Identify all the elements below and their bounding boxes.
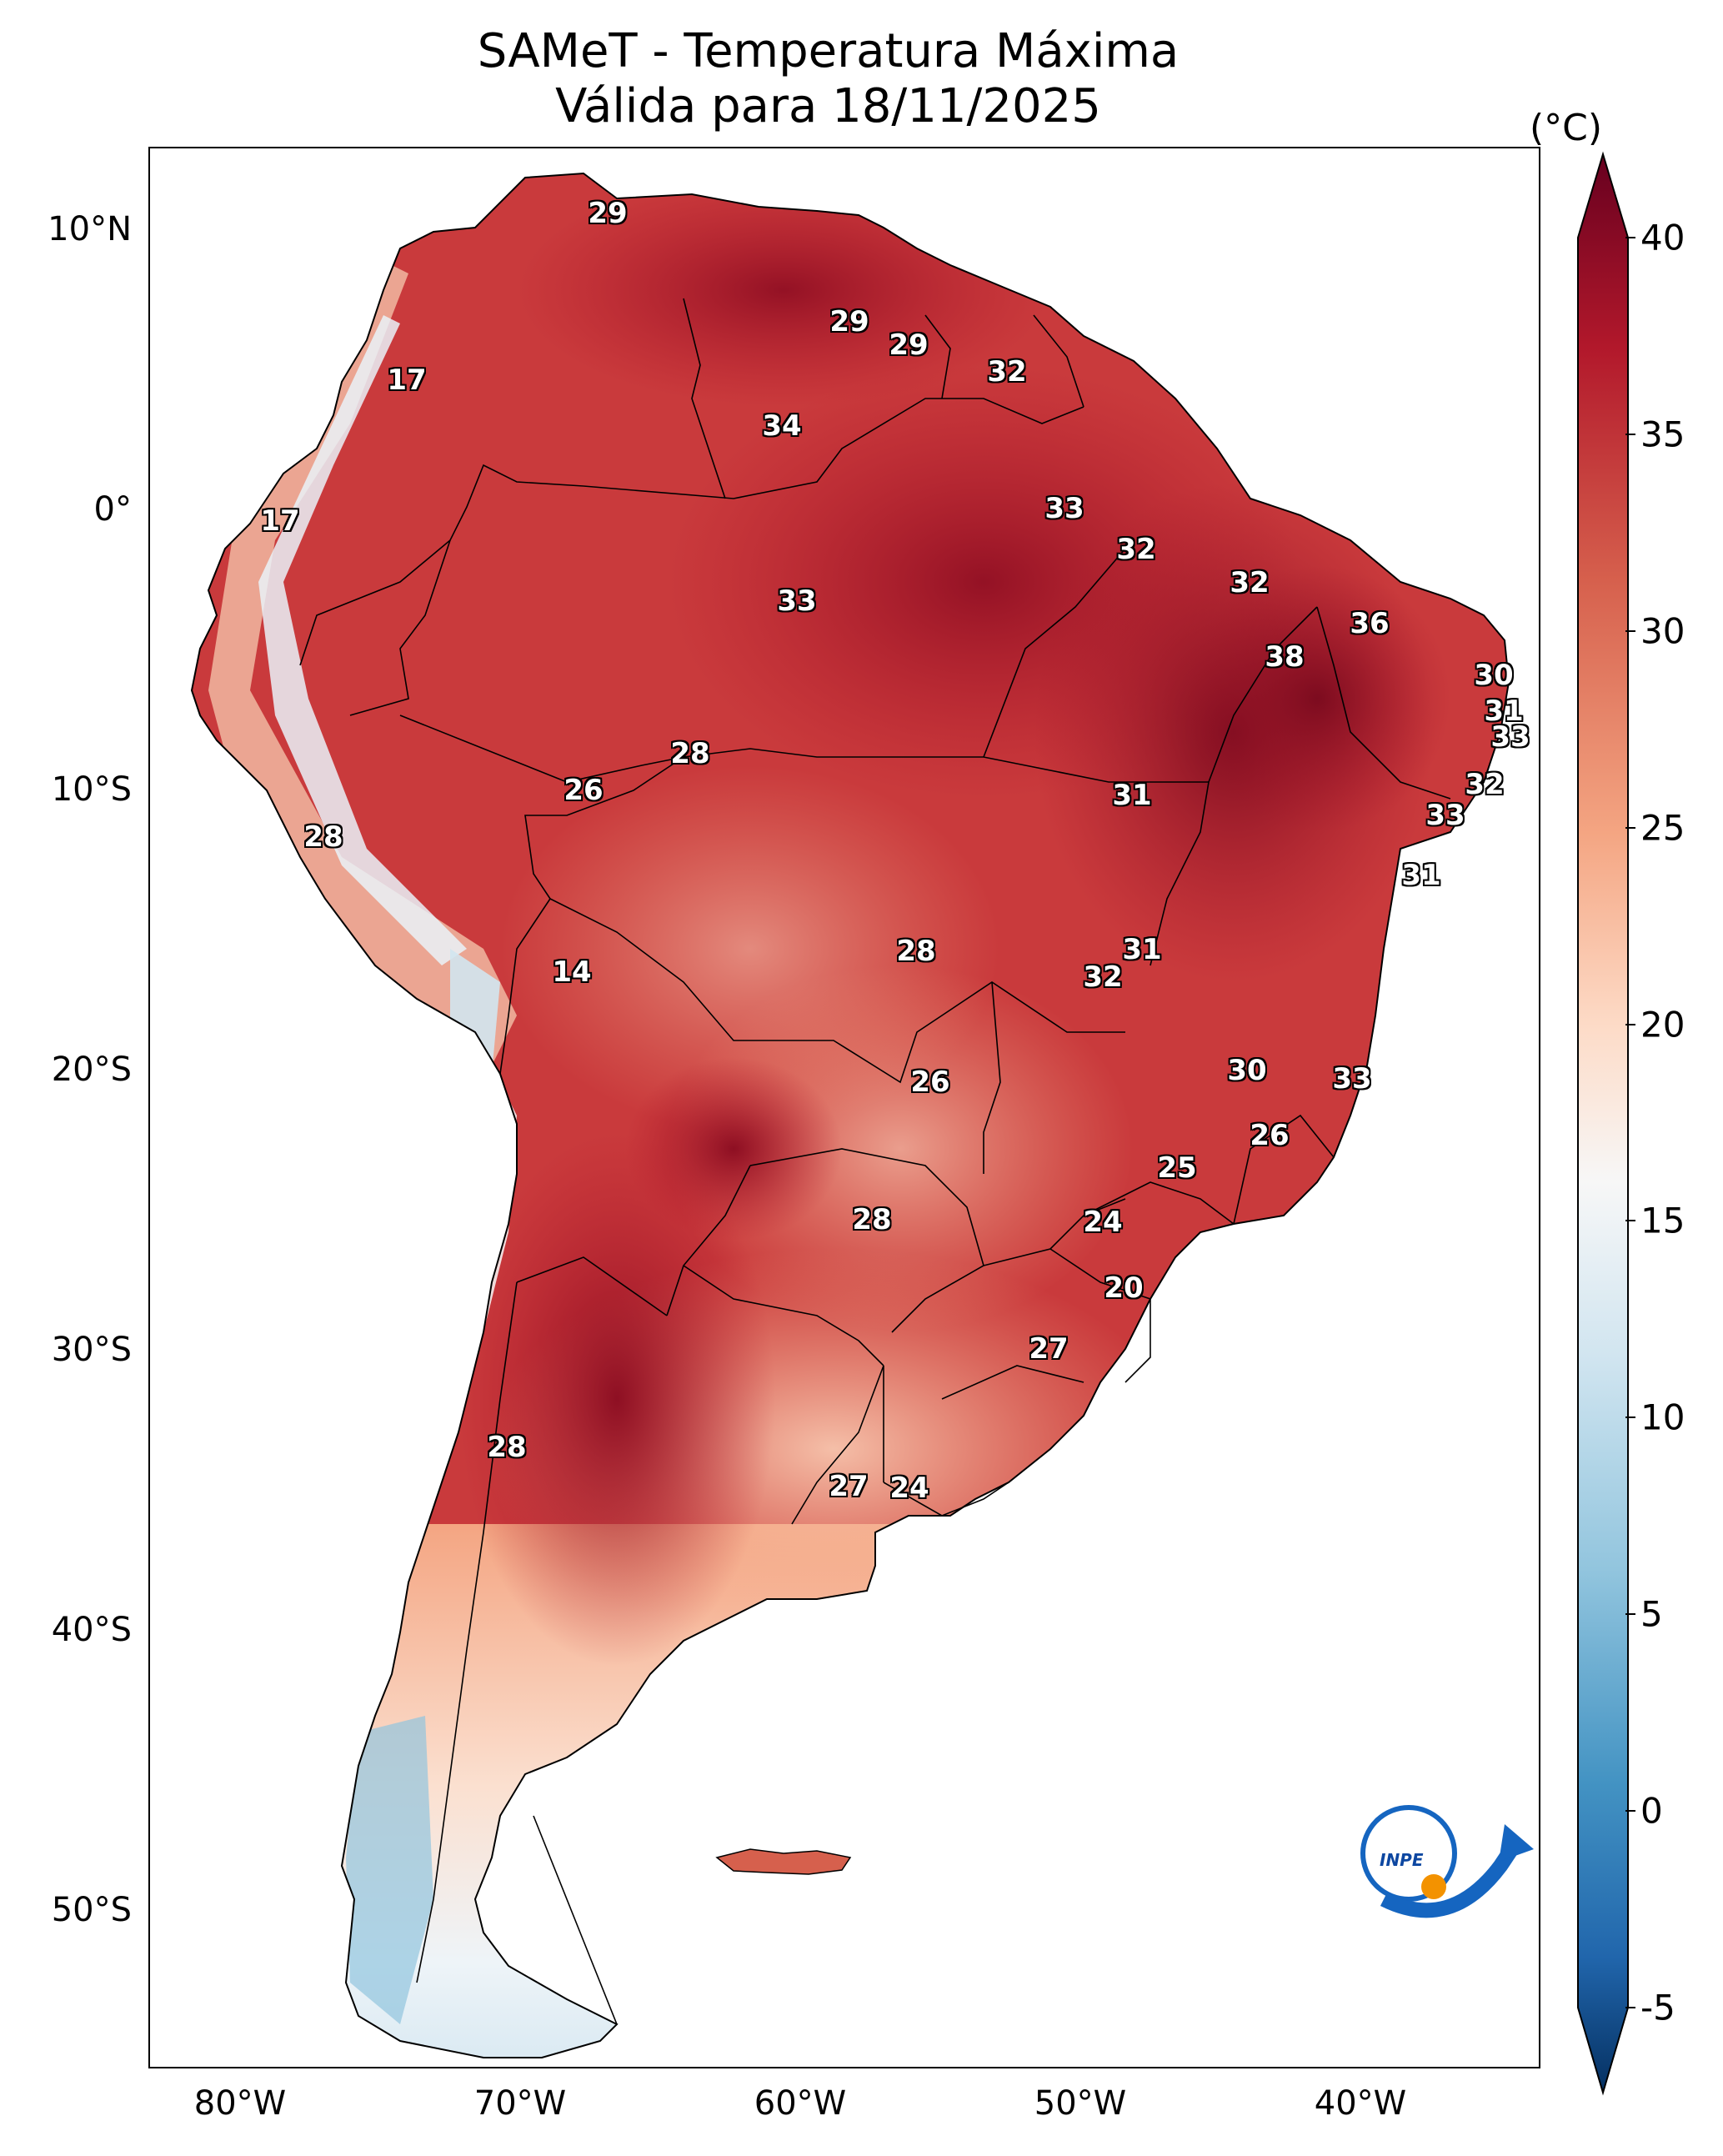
station-value-label: 14 bbox=[552, 955, 592, 989]
station-value-label: 33 bbox=[777, 584, 817, 618]
station-value-label: 26 bbox=[563, 774, 604, 807]
lat-label-0: 0° bbox=[93, 490, 132, 529]
station-value-label: 27 bbox=[829, 1470, 869, 1503]
station-value-label: 28 bbox=[896, 935, 936, 968]
colorbar-unit: (°C) bbox=[1530, 107, 1603, 149]
station-value-label: 17 bbox=[260, 504, 300, 538]
station-value-label: 24 bbox=[1083, 1206, 1123, 1239]
station-value-label: 28 bbox=[852, 1203, 892, 1236]
colorbar-tick-mark bbox=[1625, 237, 1635, 238]
station-value-label: 20 bbox=[1104, 1271, 1144, 1305]
colorbar-tick-mark bbox=[1625, 1220, 1635, 1222]
temperature-map: INPE bbox=[191, 173, 1534, 2058]
colorbar-tick-mark bbox=[1625, 2007, 1635, 2008]
map-subtitle: Válida para 18/11/2025 bbox=[555, 79, 1101, 133]
colorbar-tick-label: 25 bbox=[1640, 807, 1685, 849]
station-value-label: 31 bbox=[1484, 694, 1524, 728]
colorbar-tick-mark bbox=[1625, 1810, 1635, 1813]
station-value-label: 38 bbox=[1265, 640, 1305, 674]
lat-label-30s: 30°S bbox=[51, 1331, 132, 1369]
colorbar bbox=[1577, 151, 1629, 2096]
lat-label-20s: 20°S bbox=[51, 1050, 132, 1089]
colorbar-tick-label: 35 bbox=[1640, 414, 1685, 455]
station-value-label: 17 bbox=[387, 364, 427, 397]
station-value-label: 28 bbox=[670, 737, 710, 770]
station-value-label: 31 bbox=[1401, 859, 1441, 892]
station-value-label: 33 bbox=[1044, 492, 1084, 525]
lat-label-40s: 40°S bbox=[51, 1611, 132, 1649]
station-value-label: 29 bbox=[829, 305, 869, 338]
station-value-label: 34 bbox=[762, 409, 802, 443]
colorbar-tick-label: 30 bbox=[1640, 610, 1685, 652]
lon-label-40w: 40°W bbox=[1314, 2084, 1407, 2123]
lat-label-10s: 10°S bbox=[51, 770, 132, 809]
station-value-label: 30 bbox=[1227, 1054, 1267, 1087]
station-value-label: 29 bbox=[889, 328, 929, 362]
lon-label-80w: 80°W bbox=[193, 2084, 287, 2123]
station-value-label: 32 bbox=[1083, 960, 1123, 994]
station-value-label: 33 bbox=[1332, 1062, 1372, 1096]
inpe-logo: INPE bbox=[1360, 1805, 1534, 1918]
colorbar-tick-mark bbox=[1625, 1416, 1635, 1419]
station-value-label: 30 bbox=[1474, 659, 1514, 692]
colorbar-tick-label: 20 bbox=[1640, 1004, 1685, 1045]
lon-label-70w: 70°W bbox=[473, 2084, 567, 2123]
station-value-label: 33 bbox=[1425, 799, 1465, 832]
colorbar-tick-mark bbox=[1625, 1613, 1635, 1616]
station-value-label: 28 bbox=[303, 820, 343, 854]
station-value-label: 32 bbox=[1116, 533, 1156, 566]
colorbar-tick-label: 5 bbox=[1640, 1593, 1663, 1635]
colorbar-tick-mark bbox=[1625, 826, 1635, 829]
colorbar-tick-label: 15 bbox=[1640, 1200, 1685, 1241]
station-value-label: 32 bbox=[987, 355, 1027, 389]
map-title: SAMeT - Temperatura Máxima bbox=[477, 24, 1180, 78]
station-value-label: 26 bbox=[1250, 1119, 1290, 1152]
station-value-label: 26 bbox=[910, 1065, 950, 1099]
lon-label-50w: 50°W bbox=[1034, 2084, 1127, 2123]
colorbar-tick-mark bbox=[1625, 1023, 1635, 1025]
colorbar-tick-label: -5 bbox=[1640, 1987, 1675, 2028]
colorbar-tick-mark bbox=[1625, 629, 1635, 632]
station-value-label: 32 bbox=[1465, 768, 1505, 801]
lat-label-50s: 50°S bbox=[51, 1891, 132, 1929]
lat-label-10n: 10°N bbox=[48, 210, 132, 248]
colorbar-tick-label: 10 bbox=[1640, 1396, 1685, 1438]
colorbar-tick-label: 0 bbox=[1640, 1790, 1663, 1832]
station-value-label: 24 bbox=[889, 1472, 929, 1505]
lon-label-60w: 60°W bbox=[754, 2084, 847, 2123]
station-value-label: 25 bbox=[1157, 1151, 1197, 1185]
station-value-label: 28 bbox=[487, 1431, 527, 1464]
colorbar-tick-label: 40 bbox=[1640, 217, 1685, 258]
station-value-label: 32 bbox=[1230, 566, 1270, 599]
station-value-label: 31 bbox=[1122, 933, 1162, 966]
svg-text:INPE: INPE bbox=[1380, 1850, 1424, 1870]
station-value-label: 29 bbox=[588, 197, 628, 230]
station-value-label: 33 bbox=[1490, 720, 1530, 754]
colorbar-tick-mark bbox=[1625, 433, 1635, 435]
station-value-label: 27 bbox=[1029, 1332, 1069, 1366]
station-value-label: 36 bbox=[1350, 607, 1390, 640]
map-panel: INPE 29 17 29 29 32 34 17 33 32 33 32 36 38 30 31 33 28 2… bbox=[148, 147, 1540, 2068]
station-value-label: 31 bbox=[1112, 779, 1152, 812]
